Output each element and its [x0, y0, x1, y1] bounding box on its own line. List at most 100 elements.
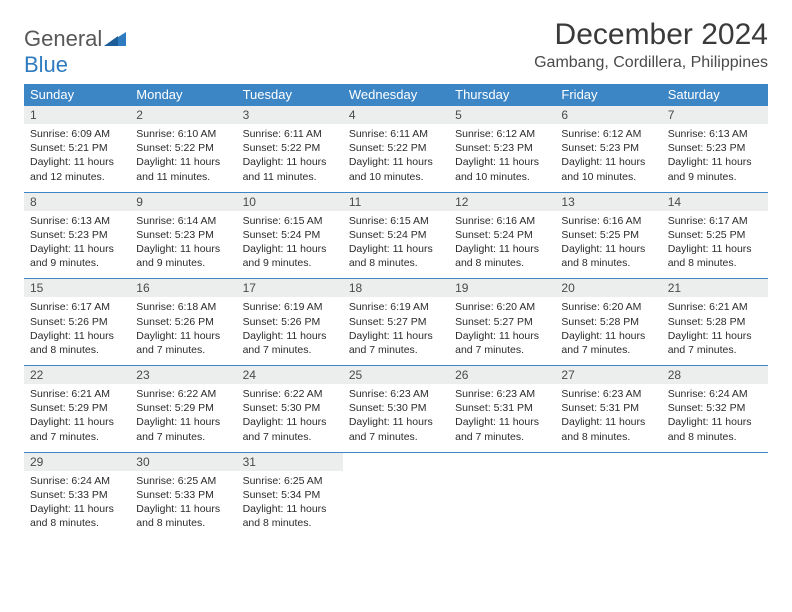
daylight-line: Daylight: 11 hours and 8 minutes. [30, 330, 114, 356]
col-monday: Monday [130, 84, 236, 106]
day-number: 13 [555, 193, 661, 211]
sunset-line: Sunset: 5:33 PM [136, 489, 214, 501]
day-number: 7 [662, 106, 768, 124]
sunrise-line: Sunrise: 6:15 AM [243, 215, 323, 227]
brand-part1: General [24, 26, 102, 51]
daylight-line: Daylight: 11 hours and 7 minutes. [455, 330, 539, 356]
sunrise-line: Sunrise: 6:12 AM [455, 128, 535, 140]
daylight-line: Daylight: 11 hours and 8 minutes. [136, 503, 220, 529]
day-number: 10 [237, 193, 343, 211]
day-details: Sunrise: 6:09 AMSunset: 5:21 PMDaylight:… [24, 124, 130, 192]
sunrise-line: Sunrise: 6:19 AM [349, 301, 429, 313]
calendar-cell: .. [555, 452, 661, 538]
calendar-cell: 3Sunrise: 6:11 AMSunset: 5:22 PMDaylight… [237, 106, 343, 193]
sunset-line: Sunset: 5:21 PM [30, 142, 108, 154]
day-details: Sunrise: 6:15 AMSunset: 5:24 PMDaylight:… [343, 211, 449, 279]
sunrise-line: Sunrise: 6:15 AM [349, 215, 429, 227]
day-details: Sunrise: 6:16 AMSunset: 5:24 PMDaylight:… [449, 211, 555, 279]
calendar-cell: 16Sunrise: 6:18 AMSunset: 5:26 PMDayligh… [130, 279, 236, 366]
sunrise-line: Sunrise: 6:20 AM [561, 301, 641, 313]
sunrise-line: Sunrise: 6:21 AM [668, 301, 748, 313]
sunset-line: Sunset: 5:28 PM [561, 316, 639, 328]
day-details: Sunrise: 6:21 AMSunset: 5:28 PMDaylight:… [662, 297, 768, 365]
daylight-line: Daylight: 11 hours and 10 minutes. [455, 156, 539, 182]
calendar-cell: 14Sunrise: 6:17 AMSunset: 5:25 PMDayligh… [662, 192, 768, 279]
sunset-line: Sunset: 5:27 PM [349, 316, 427, 328]
daylight-line: Daylight: 11 hours and 8 minutes. [455, 243, 539, 269]
sunrise-line: Sunrise: 6:24 AM [30, 475, 110, 487]
sunrise-line: Sunrise: 6:22 AM [136, 388, 216, 400]
sunrise-line: Sunrise: 6:23 AM [455, 388, 535, 400]
sunset-line: Sunset: 5:22 PM [243, 142, 321, 154]
day-details: Sunrise: 6:19 AMSunset: 5:27 PMDaylight:… [343, 297, 449, 365]
day-number: 3 [237, 106, 343, 124]
day-number: 6 [555, 106, 661, 124]
day-details: Sunrise: 6:10 AMSunset: 5:22 PMDaylight:… [130, 124, 236, 192]
sunset-line: Sunset: 5:29 PM [136, 402, 214, 414]
daylight-line: Daylight: 11 hours and 7 minutes. [136, 330, 220, 356]
calendar-row: 29 Sunrise: 6:24 AM Sunset: 5:33 PM Dayligh… [24, 452, 768, 538]
calendar-cell: 17Sunrise: 6:19 AMSunset: 5:26 PMDayligh… [237, 279, 343, 366]
sunrise-line: Sunrise: 6:17 AM [668, 215, 748, 227]
daylight-line: Daylight: 11 hours and 8 minutes. [243, 503, 327, 529]
sunset-line: Sunset: 5:27 PM [455, 316, 533, 328]
calendar-cell: 27Sunrise: 6:23 AMSunset: 5:31 PMDayligh… [555, 366, 661, 453]
calendar-cell: 5Sunrise: 6:12 AMSunset: 5:23 PMDaylight… [449, 106, 555, 193]
day-details: Sunrise: 6:20 AM Sunset: 5:28 PM Daylight:… [555, 297, 661, 365]
day-number: 31 [237, 453, 343, 471]
day-details: Sunrise: 6:17 AMSunset: 5:25 PMDaylight:… [662, 211, 768, 279]
header: General Blue December 2024 Gambang, Cord… [24, 18, 768, 78]
location: Gambang, Cordillera, Philippines [534, 54, 768, 72]
day-details: Sunrise: 6:18 AMSunset: 5:26 PMDaylight:… [130, 297, 236, 365]
col-tuesday: Tuesday [237, 84, 343, 106]
day-number: 17 [237, 279, 343, 297]
daylight-line: Daylight: 11 hours and 11 minutes. [243, 156, 327, 182]
sunrise-line: Sunrise: 6:21 AM [30, 388, 110, 400]
day-number: 21 [662, 279, 768, 297]
calendar-cell: 25Sunrise: 6:23 AMSunset: 5:30 PMDayligh… [343, 366, 449, 453]
day-number: 27 [555, 366, 661, 384]
daylight-line: Daylight: 11 hours and 10 minutes. [561, 156, 645, 182]
day-number: 8 [24, 193, 130, 211]
day-number: 19 [449, 279, 555, 297]
sunset-line: Sunset: 5:26 PM [136, 316, 214, 328]
title-block: December 2024 Gambang, Cordillera, Phili… [534, 18, 768, 72]
sunrise-line: Sunrise: 6:23 AM [349, 388, 429, 400]
daylight-line: Daylight: 11 hours and 7 minutes. [561, 330, 645, 356]
calendar-cell: 24Sunrise: 6:22 AMSunset: 5:30 PMDayligh… [237, 366, 343, 453]
calendar-cell: 26Sunrise: 6:23 AMSunset: 5:31 PMDayligh… [449, 366, 555, 453]
sunset-line: Sunset: 5:23 PM [561, 142, 639, 154]
col-saturday: Saturday [662, 84, 768, 106]
sunset-line: Sunset: 5:25 PM [561, 229, 639, 241]
day-number: 18 [343, 279, 449, 297]
daylight-line: Daylight: 11 hours and 7 minutes. [349, 416, 433, 442]
day-details: Sunrise: 6:24 AMSunset: 5:33 PMDaylight:… [24, 471, 130, 539]
sunset-line: Sunset: 5:30 PM [243, 402, 321, 414]
calendar-cell: 9Sunrise: 6:14 AMSunset: 5:23 PMDaylight… [130, 192, 236, 279]
daylight-line: Daylight: 11 hours and 8 minutes. [668, 416, 752, 442]
sunrise-line: Sunrise: 6:22 AM [243, 388, 323, 400]
sunset-line: Sunset: 5:29 PM [30, 402, 108, 414]
sunset-line: Sunset: 5:33 PM [30, 489, 108, 501]
day-details: Sunrise: 6:25 AMSunset: 5:33 PMDaylight:… [130, 471, 236, 539]
sunset-line: Sunset: 5:24 PM [349, 229, 427, 241]
day-number: 11 [343, 193, 449, 211]
calendar-cell: 23Sunrise: 6:22 AMSunset: 5:29 PMDayligh… [130, 366, 236, 453]
day-details: Sunrise: 6:22 AMSunset: 5:29 PMDaylight:… [130, 384, 236, 452]
daylight-line: Daylight: 11 hours and 8 minutes. [561, 243, 645, 269]
day-number: 1 [24, 106, 130, 124]
sunrise-line: Sunrise: 6:23 AM [561, 388, 641, 400]
day-details: Sunrise: 6:23 AMSunset: 5:30 PMDaylight:… [343, 384, 449, 452]
daylight-line: Daylight: 11 hours and 8 minutes. [561, 416, 645, 442]
day-number: 4 [343, 106, 449, 124]
calendar-cell: 19Sunrise: 6:20 AMSunset: 5:27 PMDayligh… [449, 279, 555, 366]
brand-part2: Blue [24, 52, 68, 77]
sunset-line: Sunset: 5:34 PM [243, 489, 321, 501]
day-number: 29 [24, 453, 130, 471]
sunrise-line: Sunrise: 6:25 AM [243, 475, 323, 487]
sunrise-line: Sunrise: 6:24 AM [668, 388, 748, 400]
daylight-line: Daylight: 11 hours and 10 minutes. [349, 156, 433, 182]
col-sunday: Sunday [24, 84, 130, 106]
sunset-line: Sunset: 5:26 PM [243, 316, 321, 328]
daylight-line: Daylight: 11 hours and 9 minutes. [668, 156, 752, 182]
